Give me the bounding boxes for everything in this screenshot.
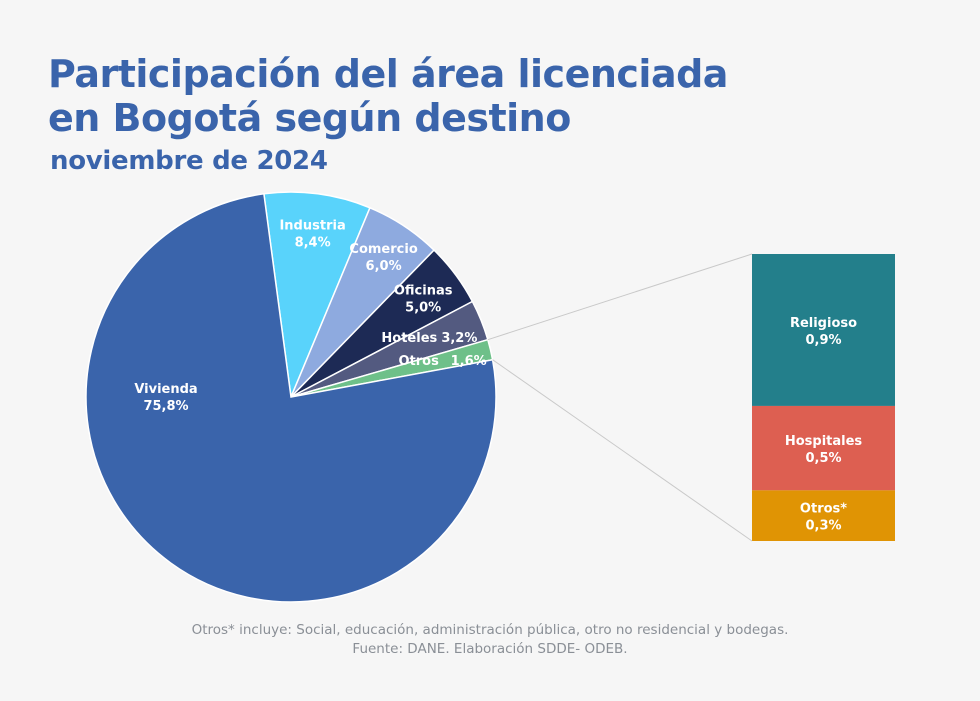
slice-value-industria: 8,4% (295, 235, 331, 250)
slice-value-oficinas: 5,0% (405, 300, 441, 315)
slice-value-otros: 1,6% (451, 354, 487, 369)
slice-label-vivienda: Vivienda (134, 382, 197, 397)
footnote-otros: Otros* incluye: Social, educación, admin… (191, 622, 789, 638)
slice-label-comercio: Comercio (349, 242, 417, 257)
breakdown-label-hospitales: Hospitales (785, 434, 863, 449)
footnote-source: Fuente: DANE. Elaboración SDDE- ODEB. (352, 641, 628, 657)
slice-value-comercio: 6,0% (366, 259, 402, 274)
slice-label-hoteles: Hoteles (381, 331, 437, 346)
slice-value-vivienda: 75,8% (143, 399, 188, 414)
chart-subtitle: noviembre de 2024 (50, 146, 328, 176)
chart-title-line-1: Participación del área licenciada (48, 52, 728, 96)
slice-label-industria: Industria (279, 218, 345, 233)
slice-value-hoteles: 3,2% (441, 331, 477, 346)
chart-title: Participación del área licenciada en Bog… (48, 52, 728, 140)
pie-slice-industria (263, 191, 371, 400)
breakdown-value-religioso: 0,9% (805, 333, 841, 348)
breakdown-value-hospitales: 0,5% (805, 451, 841, 466)
slice-label-oficinas: Oficinas (394, 283, 453, 298)
breakdown-bar-religioso (752, 254, 895, 406)
breakdown-bar-otros (752, 490, 895, 541)
connector-line-top (487, 253, 753, 341)
breakdown-label-religioso: Religioso (790, 316, 857, 331)
chart-title-line-2: en Bogotá según destino (48, 96, 571, 140)
pie-slice-vivienda (85, 192, 497, 603)
breakdown-label-otros: Otros* (800, 502, 847, 517)
breakdown-bar-hospitales (752, 405, 895, 491)
connector-line-bottom (492, 359, 753, 542)
breakdown-value-otros: 0,3% (805, 519, 841, 534)
slice-label-otros: Otros (398, 354, 439, 369)
